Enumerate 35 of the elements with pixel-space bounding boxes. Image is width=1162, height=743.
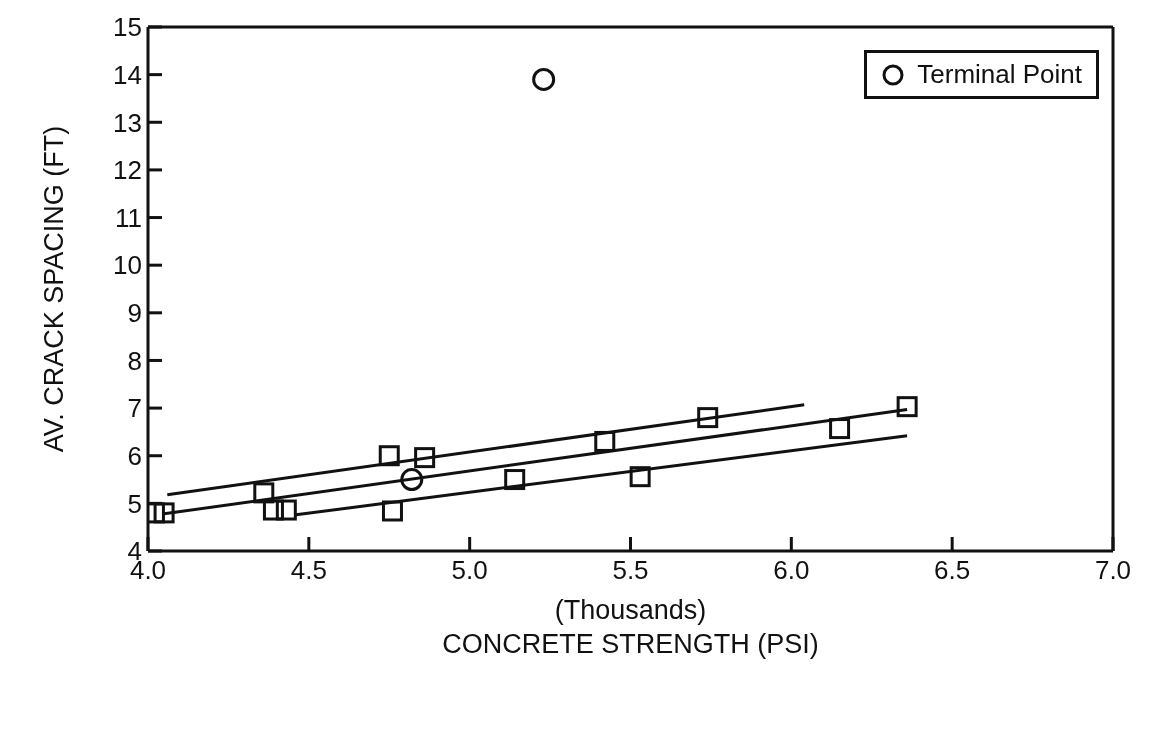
y-tick-label: 7	[127, 393, 142, 424]
point	[400, 468, 424, 492]
point	[262, 499, 284, 521]
y-tick-label: 14	[113, 59, 142, 90]
point	[378, 445, 400, 467]
point	[594, 430, 616, 452]
point	[896, 396, 918, 418]
x-axis-title: (Thousands) CONCRETE STRENGTH (PSI)	[442, 595, 819, 659]
x-tick-label: 4.5	[290, 555, 327, 586]
point	[504, 469, 526, 491]
y-tick-label: 8	[127, 345, 142, 376]
legend-label: Terminal Point	[917, 59, 1082, 90]
point	[414, 447, 436, 469]
point	[629, 466, 651, 488]
point	[275, 499, 297, 521]
point	[829, 418, 851, 440]
x-tick-label: 5.0	[451, 555, 488, 586]
y-tick-label: 15	[113, 12, 142, 43]
x-tick-label: 6.5	[934, 555, 971, 586]
y-tick-label: 6	[127, 440, 142, 471]
y-tick-label: 11	[115, 202, 142, 233]
point	[697, 407, 719, 429]
x-tick-label: 5.5	[612, 555, 649, 586]
point	[153, 502, 175, 524]
point	[253, 482, 275, 504]
y-axis-title: AV. CRACK SPACING (FT)	[38, 125, 69, 453]
x-tick-label: 6.0	[773, 555, 810, 586]
point	[532, 67, 556, 91]
x-tick-label: 7.0	[1094, 555, 1132, 586]
y-tick-label: 13	[113, 107, 142, 138]
point	[381, 500, 403, 522]
y-tick-label: 10	[113, 250, 142, 281]
y-tick-label: 9	[127, 298, 142, 329]
y-tick-label: 5	[127, 488, 142, 519]
y-tick-label: 12	[113, 155, 142, 186]
